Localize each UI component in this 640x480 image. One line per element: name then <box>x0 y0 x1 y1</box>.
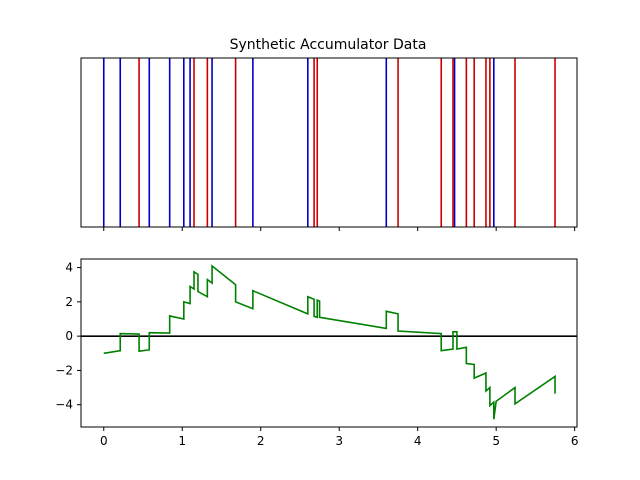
x-tick-label: 6 <box>571 434 579 448</box>
y-tick-label: −4 <box>55 398 73 412</box>
x-tick-label: 0 <box>100 434 108 448</box>
accumulator-axes: 0 1 2 3 4 5 6 −4 −2 0 2 4 <box>55 258 579 448</box>
y-tick-label: 2 <box>65 295 73 309</box>
event-lines-axes <box>80 57 578 231</box>
y-tick-label: 0 <box>65 329 73 343</box>
event-lines-frame <box>80 57 578 228</box>
chart-title: Synthetic Accumulator Data <box>230 37 427 53</box>
x-tick-label: 2 <box>257 434 265 448</box>
accumulator-frame <box>80 258 578 428</box>
x-tick-label: 5 <box>492 434 500 448</box>
x-tick-label: 4 <box>414 434 422 448</box>
y-tick-label: −2 <box>55 363 73 377</box>
accumulator-series-line <box>103 264 556 420</box>
y-tick-label: 4 <box>65 261 73 275</box>
x-tick-label: 1 <box>178 434 186 448</box>
x-tick-label: 3 <box>335 434 343 448</box>
